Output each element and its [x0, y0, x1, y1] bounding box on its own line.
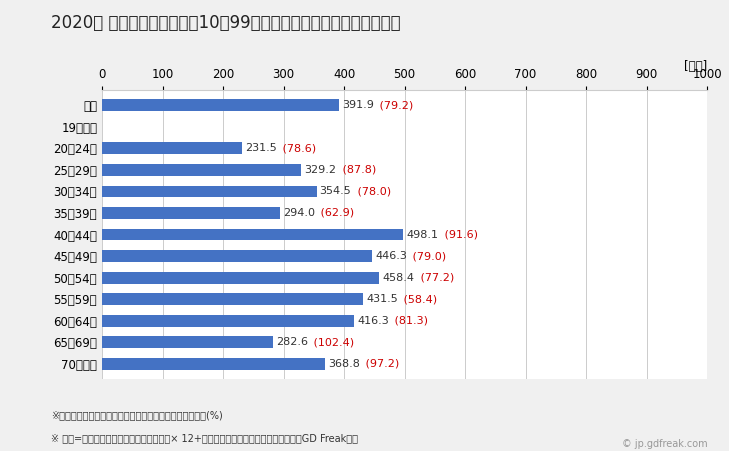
Text: (87.8): (87.8)	[338, 165, 375, 175]
Text: (102.4): (102.4)	[311, 337, 354, 347]
Text: ※ 年収=「きまって支給する現金給与額」× 12+「年間賞与その他特別給与額」としてGD Freak推計: ※ 年収=「きまって支給する現金給与額」× 12+「年間賞与その他特別給与額」と…	[51, 433, 358, 443]
Text: (58.4): (58.4)	[400, 294, 437, 304]
Text: (97.2): (97.2)	[362, 359, 399, 369]
Text: ※（）内は域内の同業種・同年齢層の平均所得に対する比(%): ※（）内は域内の同業種・同年齢層の平均所得に対する比(%)	[51, 410, 223, 420]
Text: (77.2): (77.2)	[417, 272, 454, 283]
Bar	[102, 185, 316, 198]
Bar	[102, 315, 354, 327]
Text: 368.8: 368.8	[328, 359, 360, 369]
Text: 431.5: 431.5	[366, 294, 398, 304]
Text: 498.1: 498.1	[407, 230, 438, 239]
Bar	[102, 336, 273, 348]
Text: (78.6): (78.6)	[279, 143, 316, 153]
Text: 391.9: 391.9	[342, 100, 374, 110]
Text: (79.2): (79.2)	[376, 100, 413, 110]
Bar	[102, 293, 363, 305]
Text: 282.6: 282.6	[276, 337, 308, 347]
Text: 354.5: 354.5	[319, 186, 351, 197]
Text: 2020年 民間企業（従業者数10〜99人）フルタイム労働者の平均年収: 2020年 民間企業（従業者数10〜99人）フルタイム労働者の平均年収	[51, 14, 401, 32]
Text: 458.4: 458.4	[383, 272, 415, 283]
Bar	[102, 272, 379, 284]
Text: 231.5: 231.5	[245, 143, 277, 153]
Bar	[102, 99, 339, 111]
Text: (81.3): (81.3)	[391, 316, 428, 326]
Bar	[102, 143, 242, 154]
Text: 329.2: 329.2	[304, 165, 336, 175]
Text: 446.3: 446.3	[375, 251, 407, 261]
Text: 416.3: 416.3	[357, 316, 389, 326]
Text: (62.9): (62.9)	[317, 208, 354, 218]
Bar	[102, 164, 301, 176]
Bar	[102, 229, 403, 240]
Bar	[102, 207, 280, 219]
Text: © jp.gdfreak.com: © jp.gdfreak.com	[622, 439, 707, 449]
Text: 294.0: 294.0	[283, 208, 315, 218]
Bar	[102, 250, 372, 262]
Text: (78.0): (78.0)	[354, 186, 391, 197]
Text: (91.6): (91.6)	[441, 230, 477, 239]
Text: [万円]: [万円]	[684, 60, 707, 73]
Text: (79.0): (79.0)	[409, 251, 446, 261]
Bar	[102, 358, 325, 370]
